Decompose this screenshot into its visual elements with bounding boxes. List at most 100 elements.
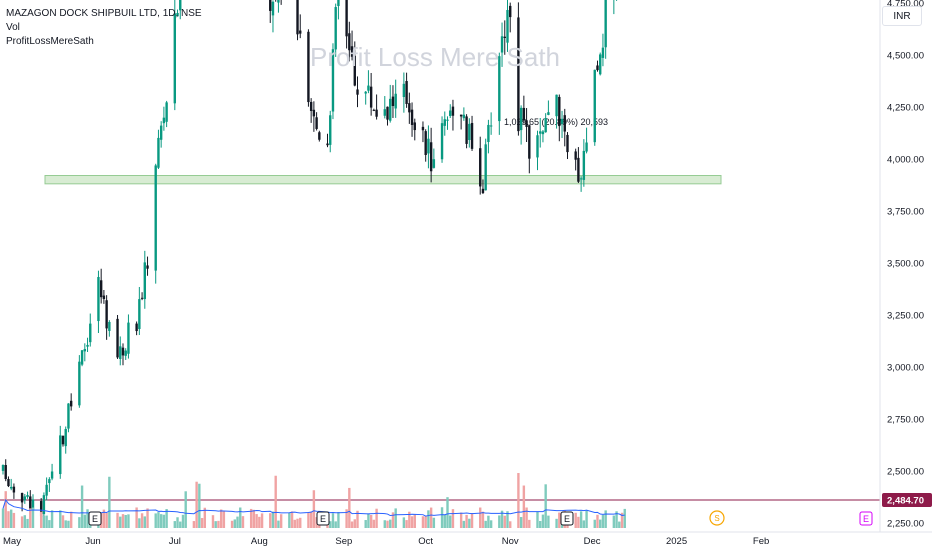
candle[interactable] (318, 132, 321, 140)
volume-bar[interactable] (623, 508, 626, 528)
volume-bar[interactable] (405, 520, 408, 528)
volume-bar[interactable] (528, 519, 531, 528)
earnings-icon[interactable] (316, 511, 330, 526)
candle[interactable] (348, 33, 351, 51)
volume-bar[interactable] (31, 507, 35, 528)
volume-bar[interactable] (219, 509, 223, 528)
candle[interactable] (345, 0, 348, 37)
volume-bar[interactable] (487, 515, 490, 528)
volume-bar[interactable] (154, 513, 157, 528)
candle[interactable] (116, 318, 119, 358)
volume-bar[interactable] (173, 521, 177, 528)
volume-bar[interactable] (484, 520, 487, 528)
volume-bar[interactable] (519, 517, 523, 528)
volume-bar[interactable] (260, 513, 264, 528)
volume-bar[interactable] (547, 515, 550, 528)
volume-bar[interactable] (230, 520, 234, 528)
volume-bar[interactable] (312, 490, 316, 528)
volume-bar[interactable] (329, 521, 332, 528)
candle[interactable] (159, 125, 163, 140)
candle[interactable] (48, 479, 51, 484)
volume-bar[interactable] (364, 520, 367, 528)
volume-bar[interactable] (233, 519, 236, 528)
volume-bar[interactable] (45, 515, 48, 528)
candle[interactable] (277, 0, 280, 3)
volume-bar[interactable] (279, 514, 283, 528)
candle[interactable] (312, 109, 316, 117)
candle[interactable] (577, 157, 580, 182)
volume-bar[interactable] (391, 512, 395, 528)
volume-bar[interactable] (236, 516, 239, 528)
candle[interactable] (383, 109, 386, 116)
candle[interactable] (375, 109, 378, 117)
volume-bar[interactable] (427, 510, 430, 528)
candle[interactable] (465, 116, 468, 144)
volume-bar[interactable] (465, 514, 468, 528)
volume-bar[interactable] (83, 514, 87, 528)
candle[interactable] (459, 114, 463, 117)
volume-bar[interactable] (162, 514, 166, 528)
volume-bar[interactable] (367, 513, 370, 528)
volume-bar[interactable] (372, 519, 376, 528)
candle[interactable] (413, 122, 416, 131)
volume-bar[interactable] (274, 475, 277, 528)
volume-bar[interactable] (258, 516, 261, 528)
volume-bar[interactable] (50, 510, 54, 528)
candle[interactable] (394, 93, 397, 109)
candle[interactable] (489, 125, 493, 127)
candle[interactable] (176, 12, 179, 17)
candle[interactable] (579, 178, 583, 180)
volume-bar[interactable] (479, 507, 482, 528)
candle[interactable] (39, 501, 43, 517)
volume-bar[interactable] (443, 514, 446, 528)
volume-bar[interactable] (449, 515, 452, 528)
candle[interactable] (539, 131, 542, 134)
volume-bar[interactable] (585, 510, 588, 528)
volume-bar[interactable] (408, 511, 411, 528)
candle[interactable] (503, 36, 506, 39)
volume-bar[interactable] (179, 521, 182, 528)
volume-bar[interactable] (86, 509, 89, 528)
candle[interactable] (1, 464, 5, 471)
volume-bar[interactable] (140, 513, 144, 528)
volume-bar[interactable] (579, 511, 583, 528)
volume-bar[interactable] (78, 517, 81, 528)
candle[interactable] (138, 299, 141, 329)
volume-bar[interactable] (525, 507, 528, 528)
candle[interactable] (410, 109, 414, 125)
volume-bar[interactable] (20, 516, 24, 528)
candle[interactable] (498, 56, 501, 122)
volume-bar[interactable] (239, 507, 242, 528)
earnings-icon-future[interactable] (859, 511, 873, 526)
volume-bar[interactable] (4, 491, 7, 528)
candle[interactable] (601, 47, 605, 58)
volume-bar[interactable] (599, 519, 602, 528)
volume-bar[interactable] (604, 510, 607, 528)
volume-bar[interactable] (69, 511, 73, 528)
candle[interactable] (367, 85, 370, 91)
candle[interactable] (350, 46, 354, 57)
volume-bar[interactable] (9, 509, 13, 528)
candle[interactable] (541, 131, 545, 135)
candle[interactable] (427, 138, 430, 154)
candle[interactable] (89, 323, 92, 343)
volume-bar[interactable] (288, 512, 291, 528)
candle[interactable] (337, 0, 340, 6)
candle[interactable] (307, 31, 310, 103)
volume-bar[interactable] (337, 512, 340, 528)
candle[interactable] (451, 106, 455, 116)
candle[interactable] (119, 346, 122, 360)
candle[interactable] (389, 98, 392, 121)
candle[interactable] (596, 65, 599, 71)
volume-bar[interactable] (198, 483, 201, 528)
volume-bar[interactable] (410, 516, 414, 528)
earnings-icon[interactable] (88, 511, 102, 526)
volume-bar[interactable] (271, 511, 275, 528)
candle[interactable] (26, 495, 29, 497)
candle[interactable] (140, 297, 144, 299)
volume-bar[interactable] (255, 514, 258, 528)
candle[interactable] (23, 496, 27, 501)
candle[interactable] (364, 91, 367, 94)
volume-bar[interactable] (67, 520, 70, 528)
